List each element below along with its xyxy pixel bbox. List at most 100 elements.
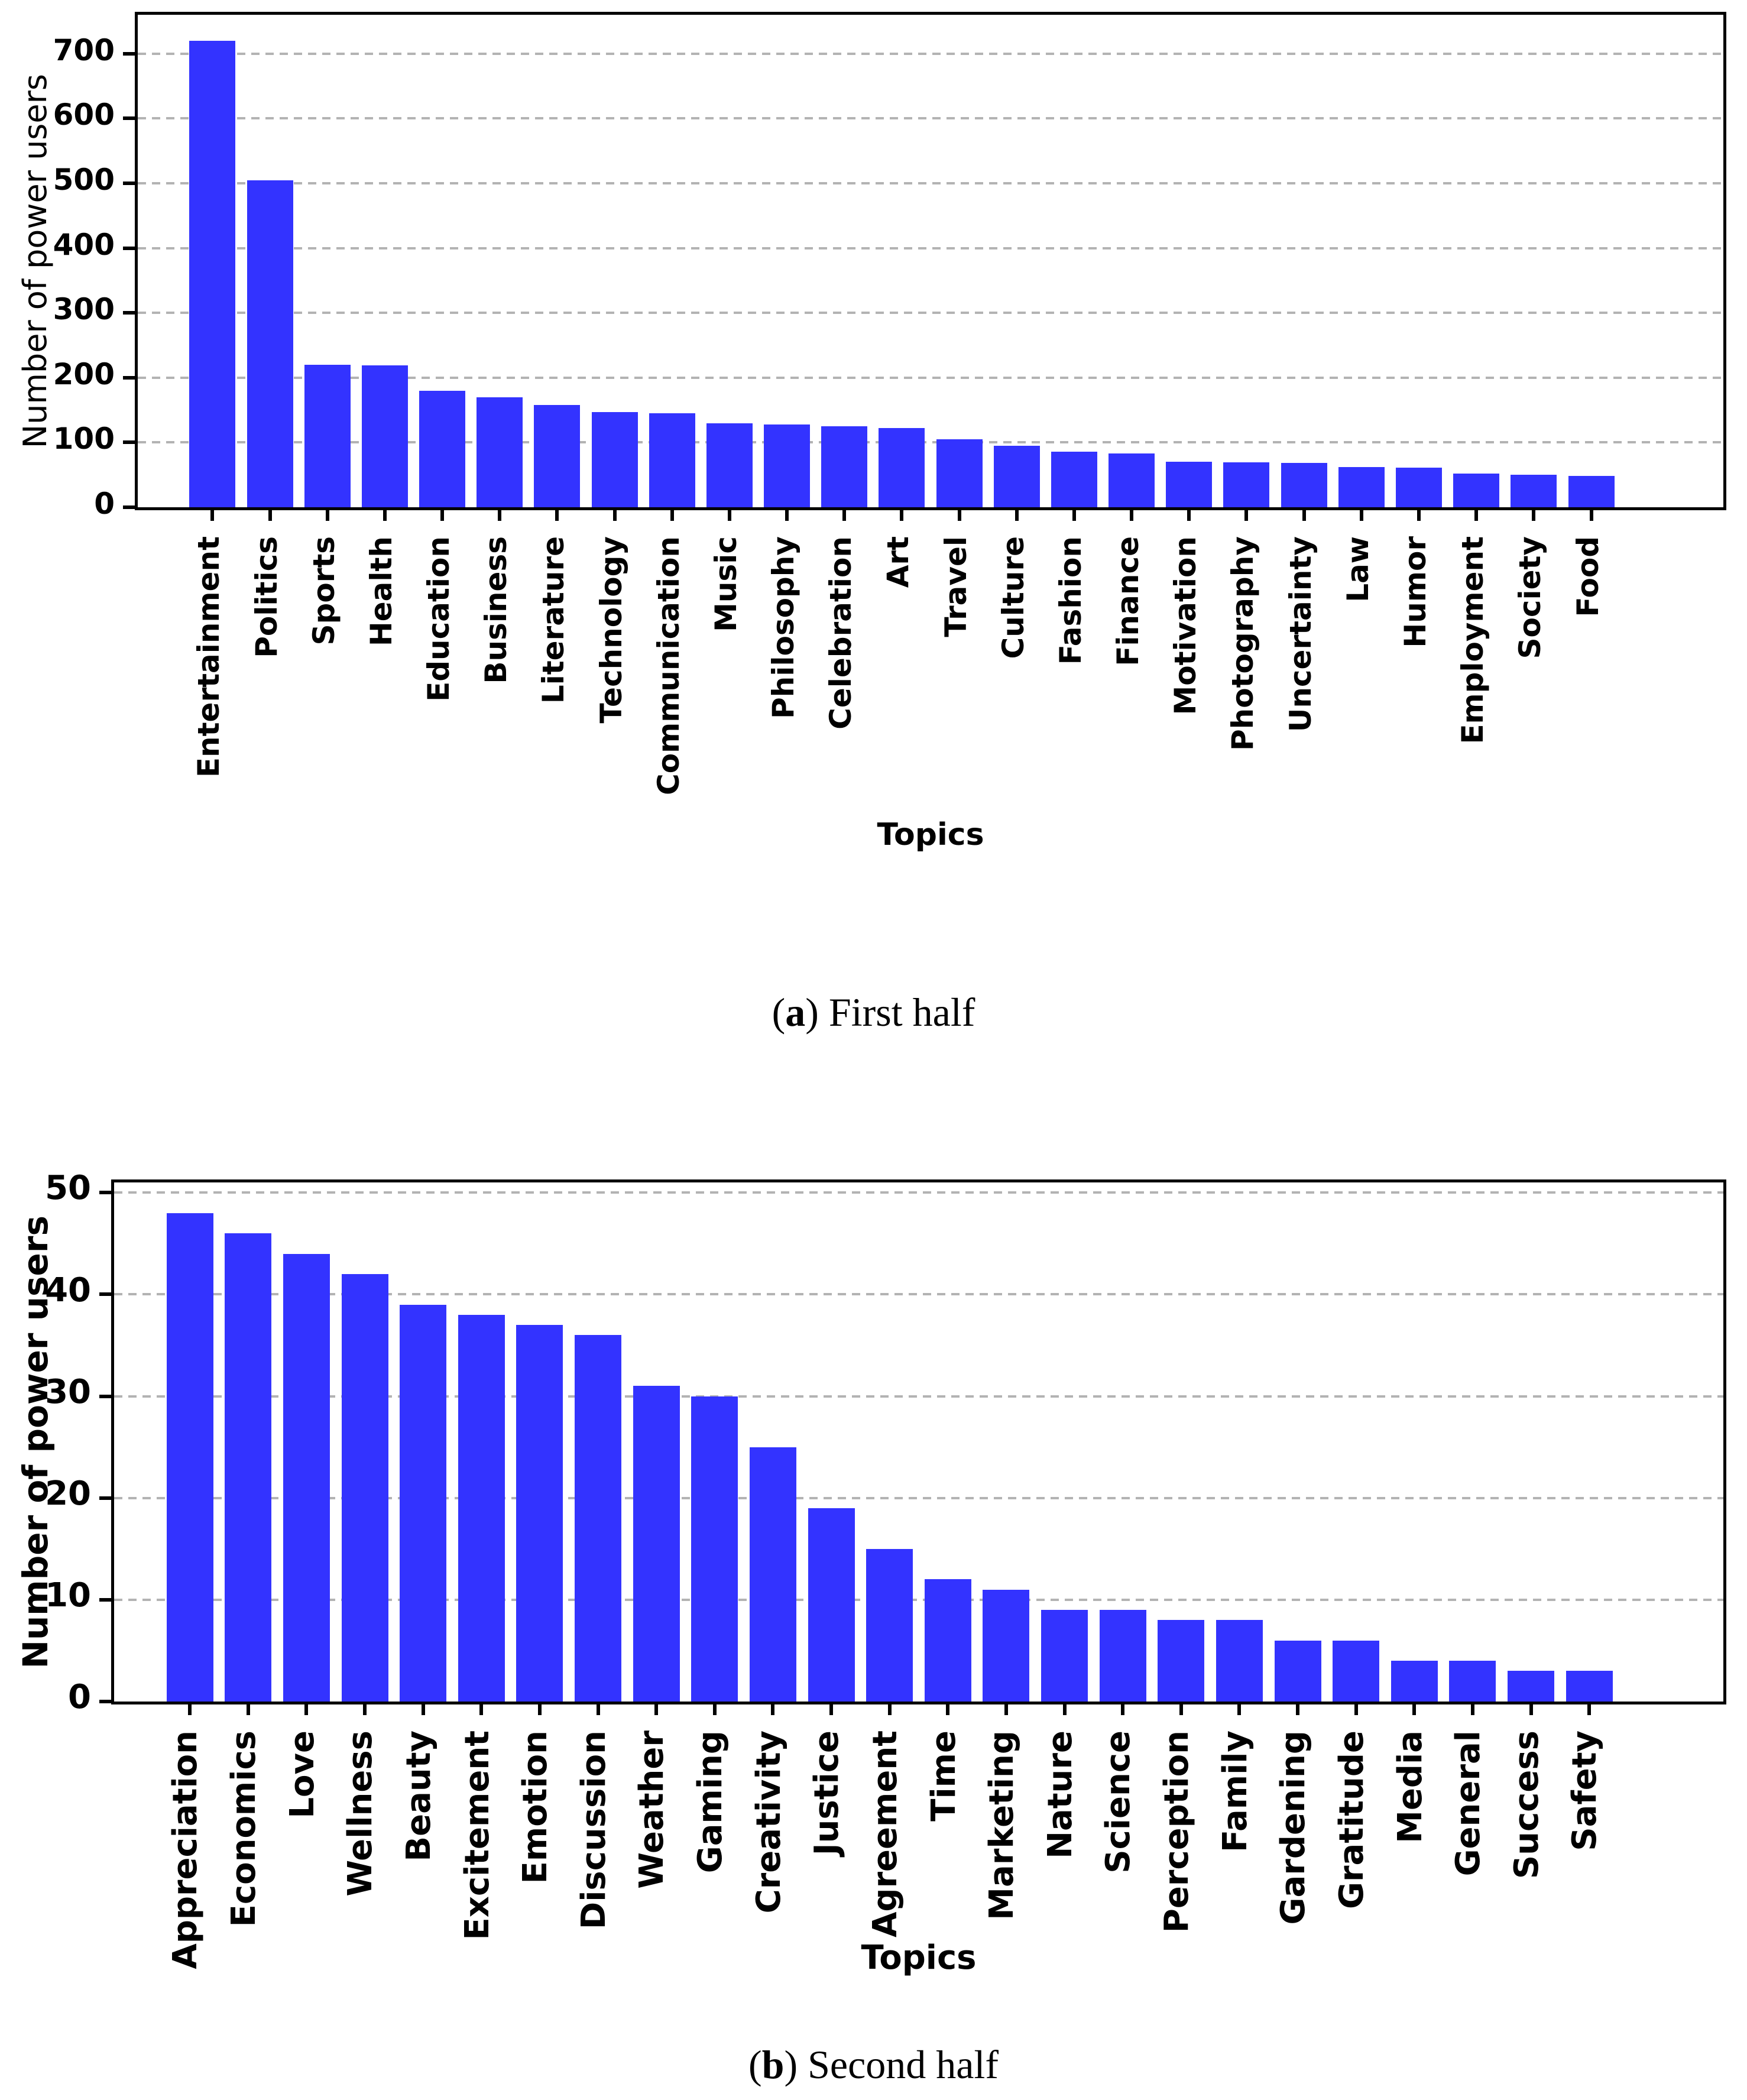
bar-law bbox=[1338, 467, 1385, 507]
bar-employment bbox=[1453, 474, 1500, 507]
x-axis-title: Topics bbox=[877, 817, 984, 853]
bar-general bbox=[1449, 1661, 1496, 1702]
gridline-y-500 bbox=[138, 182, 1723, 184]
gridline-y-10 bbox=[114, 1598, 1723, 1601]
x-tick-label-excitement: Excitement bbox=[458, 1730, 497, 1940]
x-tick-label-creativity: Creativity bbox=[749, 1730, 788, 1914]
y-tick-label-0: 0 bbox=[68, 1678, 91, 1717]
x-tick-label-appreciation: Appreciation bbox=[166, 1730, 205, 1969]
x-tick-18 bbox=[1244, 510, 1249, 521]
gridline-y-200 bbox=[138, 376, 1723, 379]
x-tick-11 bbox=[829, 1704, 834, 1715]
gridline-y-30 bbox=[114, 1395, 1723, 1398]
x-tick-label-success: Success bbox=[1507, 1730, 1546, 1879]
x-tick-label-business: Business bbox=[479, 536, 514, 684]
x-tick-label-family: Family bbox=[1216, 1730, 1255, 1853]
bar-photography bbox=[1223, 462, 1270, 507]
x-tick-21 bbox=[1417, 510, 1421, 521]
x-tick-1 bbox=[268, 510, 272, 521]
bar-travel bbox=[936, 439, 983, 507]
x-tick-label-humor: Humor bbox=[1398, 536, 1432, 648]
bar-food bbox=[1568, 476, 1615, 507]
x-tick-3 bbox=[363, 1704, 367, 1715]
bar-finance bbox=[1109, 453, 1155, 507]
bar-beauty bbox=[400, 1304, 447, 1702]
x-tick-label-safety: Safety bbox=[1566, 1730, 1605, 1851]
x-tick-label-health: Health bbox=[364, 536, 398, 647]
x-tick-label-perception: Perception bbox=[1158, 1730, 1197, 1933]
y-tick-400 bbox=[123, 246, 135, 250]
x-tick-label-technology: Technology bbox=[594, 536, 628, 724]
x-tick-11 bbox=[842, 510, 847, 521]
x-tick-23 bbox=[1529, 1704, 1533, 1715]
bar-justice bbox=[808, 1508, 855, 1702]
x-tick-24 bbox=[1589, 510, 1593, 521]
x-tick-1 bbox=[246, 1704, 250, 1715]
bar-creativity bbox=[749, 1447, 796, 1702]
caption-letter: b bbox=[761, 2042, 785, 2087]
x-tick-label-society: Society bbox=[1513, 536, 1548, 659]
y-tick-label-0: 0 bbox=[94, 487, 115, 521]
y-tick-0 bbox=[123, 505, 135, 509]
caption-paren: ( bbox=[772, 990, 786, 1035]
x-tick-0 bbox=[210, 510, 215, 521]
bar-success bbox=[1508, 1671, 1555, 1702]
x-tick-label-agreement: Agreement bbox=[866, 1730, 905, 1937]
x-tick-19 bbox=[1302, 510, 1306, 521]
bar-fashion bbox=[1051, 451, 1097, 507]
y-tick-20 bbox=[99, 1496, 111, 1500]
y-axis-label: Number of power users bbox=[17, 73, 54, 449]
bar-art bbox=[879, 428, 925, 507]
x-tick-label-culture: Culture bbox=[996, 536, 1030, 659]
y-tick-label-10: 10 bbox=[45, 1576, 91, 1615]
x-tick-label-science: Science bbox=[1099, 1730, 1138, 1874]
x-tick-10 bbox=[771, 1704, 775, 1715]
x-tick-label-marketing: Marketing bbox=[983, 1730, 1022, 1920]
y-tick-label-500: 500 bbox=[53, 162, 115, 197]
caption-text: ) Second half bbox=[784, 2042, 999, 2087]
bar-business bbox=[477, 397, 523, 507]
x-tick-label-celebration: Celebration bbox=[824, 536, 858, 730]
bar-politics bbox=[247, 180, 293, 507]
x-tick-label-fashion: Fashion bbox=[1053, 536, 1088, 665]
bar-time bbox=[924, 1579, 971, 1702]
x-tick-14 bbox=[1004, 1704, 1008, 1715]
bar-technology bbox=[591, 411, 638, 507]
plot-area bbox=[135, 12, 1726, 510]
bar-marketing bbox=[983, 1589, 1030, 1702]
x-tick-16 bbox=[1130, 510, 1134, 521]
bar-wellness bbox=[341, 1273, 388, 1702]
x-tick-5 bbox=[479, 1704, 484, 1715]
bar-philosophy bbox=[764, 424, 811, 507]
x-tick-label-food: Food bbox=[1570, 536, 1605, 617]
bar-nature bbox=[1041, 1610, 1088, 1702]
x-tick-9 bbox=[712, 1704, 717, 1715]
bar-society bbox=[1511, 475, 1557, 507]
y-tick-label-20: 20 bbox=[45, 1474, 91, 1513]
y-axis-label-container: Number of power users bbox=[12, 1179, 59, 1704]
subfigure-caption-a: (a) First half bbox=[0, 992, 1747, 1032]
x-tick-label-employment: Employment bbox=[1456, 536, 1490, 744]
y-tick-40 bbox=[99, 1292, 111, 1297]
y-tick-label-100: 100 bbox=[53, 422, 115, 456]
y-tick-label-600: 600 bbox=[53, 98, 115, 132]
y-tick-500 bbox=[123, 181, 135, 185]
x-tick-label-general: General bbox=[1449, 1730, 1488, 1877]
bar-economics bbox=[225, 1233, 272, 1702]
x-tick-label-uncertainty: Uncertainty bbox=[1283, 536, 1318, 733]
x-tick-label-gaming: Gaming bbox=[691, 1730, 730, 1874]
gridline-y-700 bbox=[138, 52, 1723, 55]
bar-humor bbox=[1395, 468, 1442, 507]
x-tick-21 bbox=[1412, 1704, 1417, 1715]
x-tick-5 bbox=[498, 510, 502, 521]
x-tick-label-education: Education bbox=[422, 536, 456, 702]
y-tick-200 bbox=[123, 375, 135, 380]
x-tick-13 bbox=[957, 510, 961, 521]
x-tick-23 bbox=[1532, 510, 1536, 521]
plot-area bbox=[111, 1179, 1726, 1704]
bar-appreciation bbox=[166, 1213, 213, 1702]
x-tick-10 bbox=[785, 510, 789, 521]
bar-safety bbox=[1566, 1671, 1613, 1702]
x-tick-label-gratitude: Gratitude bbox=[1332, 1730, 1371, 1910]
x-tick-3 bbox=[383, 510, 387, 521]
